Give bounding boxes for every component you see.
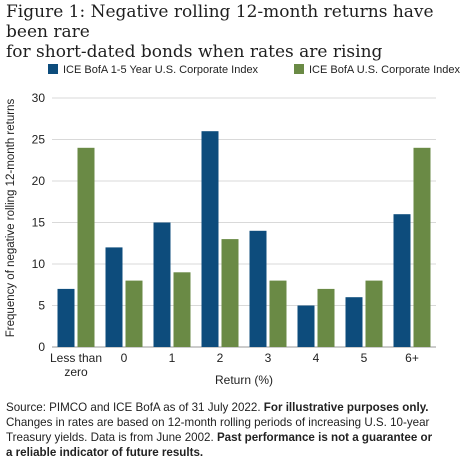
y-tick-label: 30: [32, 91, 46, 105]
x-tick-label: 1: [169, 351, 176, 365]
source-note: Source: PIMCO and ICE BofA as of 31 July…: [6, 400, 461, 460]
legend-item-series-2: ICE BofA U.S. Corporate Index: [294, 64, 460, 76]
bar-series-1-4: [297, 305, 315, 347]
y-tick-label: 25: [32, 133, 46, 147]
y-tick-label: 15: [32, 216, 46, 230]
y-tick-label: 0: [38, 340, 45, 354]
legend-swatch-series-1: [48, 64, 58, 74]
x-tick-label: 6+: [405, 351, 419, 365]
bar-series-2-0: [125, 280, 143, 347]
figure-title-line-1: Figure 1: Negative rolling 12-month retu…: [6, 2, 434, 42]
source-bold-4: a reliable indicator of future results.: [6, 446, 204, 459]
bar-series-1-5: [345, 297, 363, 347]
bar-series-2-4: [317, 288, 335, 347]
bar-series-1-less-than-zero: [57, 288, 75, 347]
source-bold-3: Past performance is not a guarantee or: [216, 431, 433, 444]
legend-item-series-1: ICE BofA 1-5 Year U.S. Corporate Index: [48, 64, 258, 76]
y-axis-title: Frequency of negative rolling 12-month r…: [5, 99, 17, 338]
bar-series-2-5: [365, 280, 383, 347]
x-tick-label: 2: [217, 351, 224, 365]
source-bold-1: For illustrative purposes only.: [263, 401, 429, 414]
bar-series-2-less-than-zero: [77, 147, 95, 347]
bar-series-2-3: [269, 280, 287, 347]
x-tick-label: 3: [265, 351, 272, 365]
y-tick-label: 5: [38, 299, 45, 313]
bar-series-1-0: [105, 247, 123, 347]
figure-title: Figure 1: Negative rolling 12-month retu…: [6, 2, 461, 62]
bar-series-1-2: [201, 131, 219, 347]
x-tick-label: 4: [313, 351, 320, 365]
chart-legend: ICE BofA 1-5 Year U.S. Corporate Index I…: [48, 64, 460, 80]
source-text-1: Source: PIMCO and ICE BofA as of 31 July…: [6, 401, 261, 414]
bar-series-2-2: [221, 239, 239, 347]
legend-label-series-2: ICE BofA U.S. Corporate Index: [309, 64, 461, 76]
x-tick-label: zero: [64, 365, 88, 379]
bar-series-2-6+: [413, 147, 431, 347]
legend-swatch-series-2: [294, 64, 304, 74]
source-text-2: Changes in rates are based on 12-month r…: [6, 416, 430, 429]
y-tick-label: 10: [32, 257, 46, 271]
x-tick-label: 5: [361, 351, 368, 365]
bars: [57, 131, 431, 347]
legend-label-series-1: ICE BofA 1-5 Year U.S. Corporate Index: [63, 64, 259, 76]
source-text-3: Treasury yields. Data is from June 2002.: [6, 431, 214, 444]
y-tick-label: 20: [32, 174, 46, 188]
bar-series-1-3: [249, 230, 267, 347]
y-axis-ticks: 0 5 10 15 20 25 30: [32, 91, 46, 354]
bar-series-2-1: [173, 272, 191, 347]
bar-series-1-1: [153, 222, 171, 347]
x-tick-label: Less than: [50, 351, 102, 365]
bar-series-1-6+: [393, 214, 411, 347]
x-axis-title: Return (%): [215, 373, 273, 387]
x-tick-label: 0: [121, 351, 128, 365]
figure-title-line-2: for short-dated bonds when rates are ris…: [6, 42, 383, 62]
